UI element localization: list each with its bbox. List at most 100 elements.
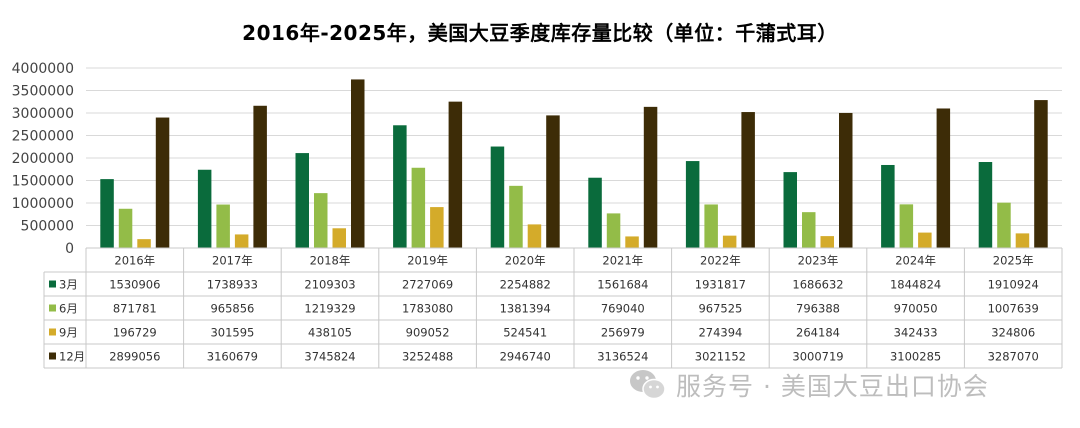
legend-swatch	[49, 304, 56, 312]
bar	[118, 208, 133, 248]
bar	[490, 146, 505, 248]
data-label: 3160679	[207, 350, 258, 364]
bar	[155, 117, 170, 248]
y-tick-label: 500000	[21, 219, 74, 235]
data-label: 1931817	[695, 278, 746, 292]
data-label: 1738933	[207, 278, 258, 292]
x-tick-label: 2023年	[798, 254, 839, 268]
data-label: 970050	[894, 302, 938, 316]
y-tick-label: 2500000	[12, 129, 74, 145]
y-tick-label: 4000000	[12, 61, 74, 77]
data-label: 1783080	[402, 302, 453, 316]
data-label: 2899056	[109, 350, 160, 364]
bar	[783, 172, 797, 248]
data-label: 1844824	[890, 278, 941, 292]
data-label: 3000719	[792, 350, 843, 364]
data-label: 909052	[406, 326, 450, 340]
bar	[1034, 100, 1048, 248]
bar	[899, 204, 914, 248]
legend-label: 6月	[59, 302, 78, 316]
legend-label: 3月	[59, 278, 78, 292]
x-tick-label: 2019年	[407, 254, 448, 268]
data-label: 2727069	[402, 278, 453, 292]
data-label: 3287070	[988, 350, 1039, 364]
data-label: 3100285	[890, 350, 941, 364]
legend-label: 12月	[59, 350, 85, 364]
data-label: 524541	[503, 326, 547, 340]
bar	[839, 112, 853, 248]
data-label: 274394	[698, 326, 742, 340]
data-label: 2946740	[500, 350, 551, 364]
bar	[351, 79, 365, 248]
data-label: 2254882	[500, 278, 551, 292]
bar	[100, 179, 114, 248]
data-label: 1530906	[109, 278, 160, 292]
watermark: 服务号 · 美国大豆出口协会	[628, 365, 989, 405]
bar	[588, 177, 602, 248]
bar	[253, 105, 267, 249]
y-tick-label: 3000000	[12, 106, 74, 122]
data-label: 256979	[601, 326, 645, 340]
bar	[881, 164, 895, 248]
bar	[1015, 233, 1030, 248]
bar	[704, 204, 718, 248]
bar	[448, 101, 463, 249]
data-label: 2109303	[304, 278, 355, 292]
bar	[430, 207, 444, 248]
bar	[234, 234, 249, 248]
bar	[216, 204, 230, 248]
data-label: 3745824	[304, 350, 355, 364]
data-label: 3021152	[695, 350, 746, 364]
x-tick-label: 2018年	[310, 254, 351, 268]
legend-swatch	[49, 328, 56, 336]
x-tick-label: 2020年	[505, 254, 546, 268]
y-tick-label: 3500000	[12, 84, 74, 100]
data-label: 967525	[698, 302, 742, 316]
bar	[546, 115, 560, 248]
y-tick-label: 1500000	[12, 174, 74, 190]
bar	[332, 228, 346, 248]
data-label: 769040	[601, 302, 645, 316]
data-label: 871781	[113, 302, 157, 316]
data-label: 342433	[894, 326, 938, 340]
data-label: 3252488	[402, 350, 453, 364]
legend-label: 9月	[59, 326, 78, 340]
bar	[722, 235, 737, 248]
watermark-text: 服务号 · 美国大豆出口协会	[676, 372, 989, 401]
bar	[918, 232, 932, 248]
bar	[820, 236, 834, 248]
x-tick-label: 2016年	[114, 254, 155, 268]
legend-swatch	[49, 352, 56, 360]
bar	[393, 125, 407, 248]
y-tick-label: 0	[65, 241, 74, 257]
legend-swatch	[49, 280, 56, 288]
bar	[936, 108, 951, 248]
wechat-icon	[630, 370, 666, 400]
data-label: 1381394	[500, 302, 551, 316]
bar	[978, 162, 993, 248]
bar	[997, 202, 1011, 248]
data-label: 965856	[210, 302, 254, 316]
data-label: 796388	[796, 302, 840, 316]
data-label: 1007639	[988, 302, 1039, 316]
bar	[509, 185, 523, 248]
y-tick-label: 2000000	[12, 151, 74, 167]
x-tick-label: 2021年	[602, 254, 643, 268]
x-tick-label: 2025年	[993, 254, 1034, 268]
bar	[527, 224, 542, 248]
bar	[606, 213, 621, 248]
data-label: 1910924	[988, 278, 1039, 292]
data-label: 1219329	[304, 302, 355, 316]
bar	[685, 161, 700, 248]
bar	[314, 193, 328, 248]
data-label: 438105	[308, 326, 352, 340]
bar	[625, 236, 639, 248]
bar	[137, 239, 151, 248]
x-tick-label: 2017年	[212, 254, 253, 268]
bar	[643, 106, 658, 249]
data-label: 196729	[113, 326, 157, 340]
bar	[741, 112, 755, 248]
data-label: 3136524	[597, 350, 648, 364]
y-tick-label: 1000000	[12, 196, 74, 212]
